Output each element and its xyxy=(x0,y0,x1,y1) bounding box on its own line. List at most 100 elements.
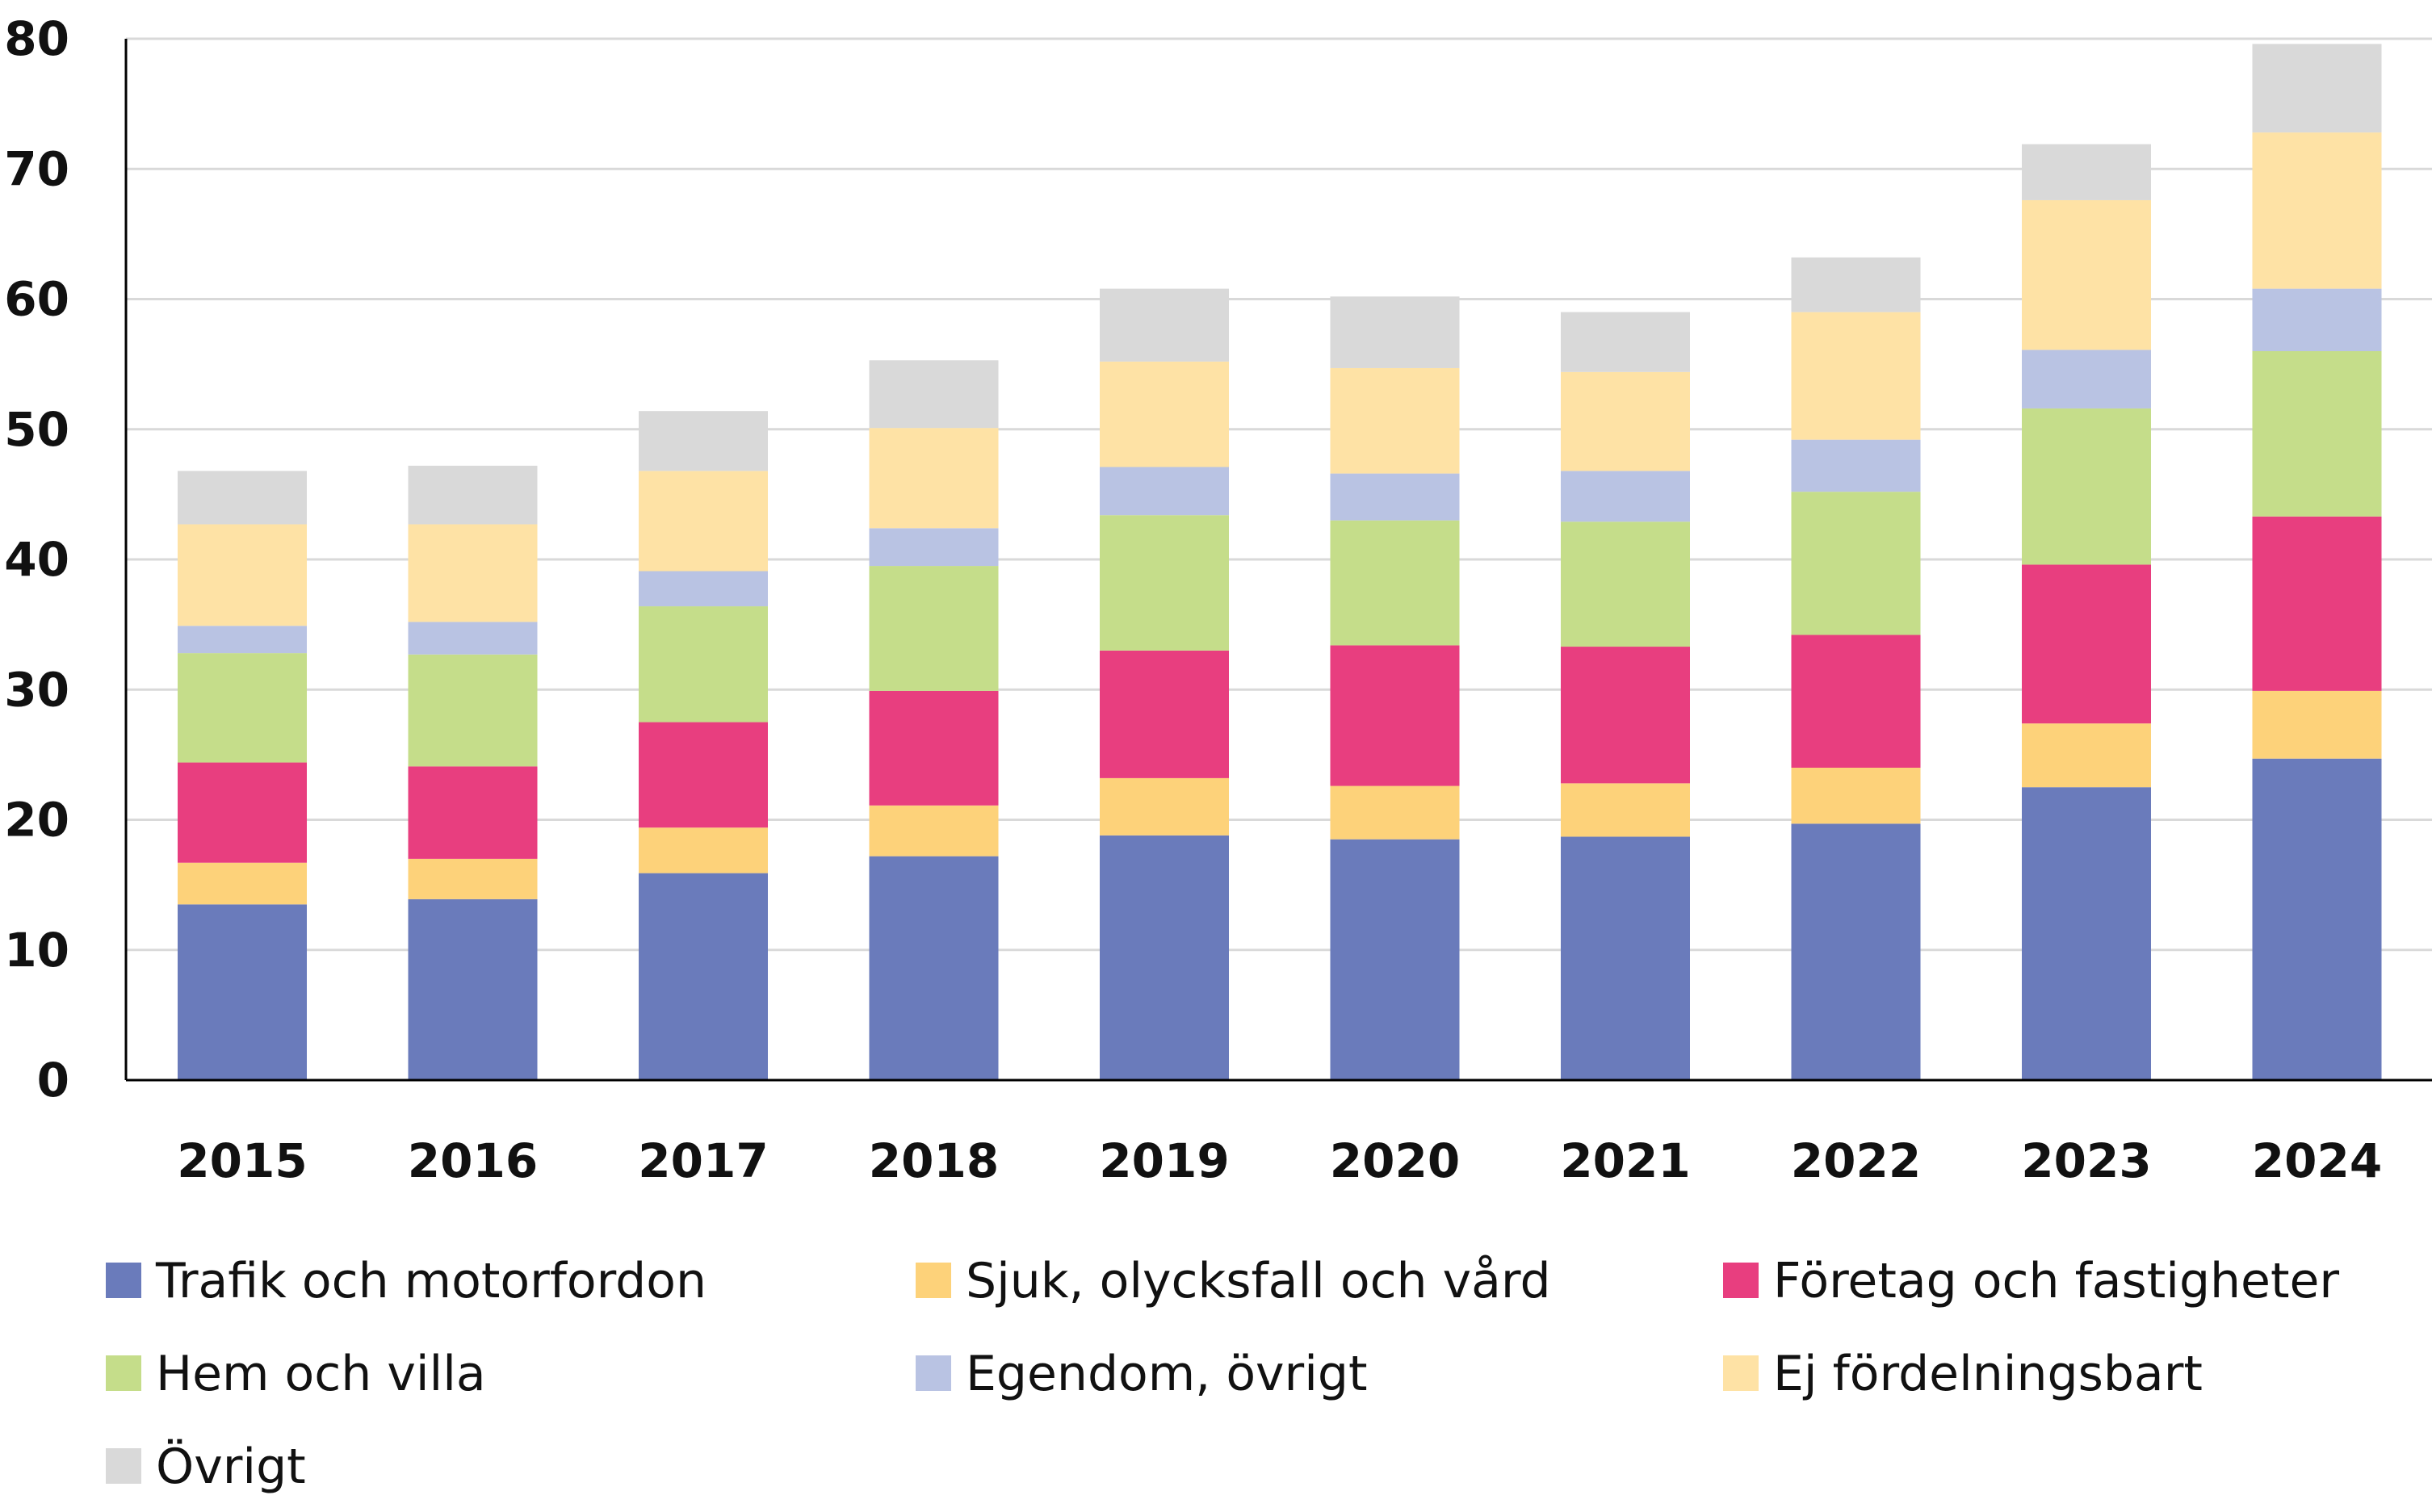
bar-segment xyxy=(178,904,307,1080)
y-tick-label: 50 xyxy=(4,402,69,457)
bar-segment xyxy=(1791,257,1921,312)
legend-swatch xyxy=(916,1355,951,1391)
bar-segment xyxy=(408,858,538,899)
legend-item: Sjuk, olycksfall och vård xyxy=(916,1253,1551,1309)
bar-segment xyxy=(1561,371,1690,471)
legend-item: Övrigt xyxy=(106,1438,306,1495)
bar-segment xyxy=(639,873,768,1080)
bar-segment xyxy=(1330,839,1460,1080)
bar-segment xyxy=(2022,144,2151,200)
bar-segment xyxy=(178,471,307,525)
legend-swatch xyxy=(1723,1263,1759,1298)
bar-segment xyxy=(1100,361,1229,467)
x-tick-label: 2021 xyxy=(1560,1133,1690,1188)
bar-segment xyxy=(2252,288,2382,351)
bar-segment xyxy=(2022,199,2151,350)
bar-segment xyxy=(1100,650,1229,778)
bar-segment xyxy=(1561,783,1690,837)
bar-segment xyxy=(639,411,768,471)
y-tick-label: 60 xyxy=(4,272,69,327)
y-tick-label: 80 xyxy=(4,11,69,66)
bar-segment xyxy=(869,805,999,857)
bar-segment xyxy=(639,827,768,873)
bar-segment xyxy=(408,766,538,859)
legend-swatch xyxy=(106,1263,141,1298)
legend-item: Företag och fastigheter xyxy=(1723,1253,2339,1309)
bar-segment xyxy=(1100,777,1229,836)
x-tick-label: 2016 xyxy=(408,1133,538,1188)
bar-segment xyxy=(1330,645,1460,786)
bar-segment xyxy=(1561,521,1690,647)
bar-segment xyxy=(1561,647,1690,784)
legend-item: Egendom, övrigt xyxy=(916,1346,1368,1402)
axes xyxy=(124,39,2432,1082)
tick-labels: 0 10 20 30 40 50 60 70 80 2015 2016 2017 2018 2019 202… xyxy=(4,11,2382,1188)
bars xyxy=(178,44,2382,1080)
legend-swatch xyxy=(106,1355,141,1391)
bar-segment xyxy=(2022,564,2151,724)
bar-segment xyxy=(869,566,999,691)
bar-segment xyxy=(2252,132,2382,289)
x-tick-label: 2015 xyxy=(177,1133,307,1188)
bar-segment xyxy=(1791,635,1921,768)
legend-label: Övrigt xyxy=(156,1438,306,1495)
legend-label: Egendom, övrigt xyxy=(966,1346,1368,1402)
bar-segment xyxy=(1330,473,1460,521)
bar-segment xyxy=(1330,296,1460,368)
x-tick-label: 2022 xyxy=(1791,1133,1921,1188)
bar-segment xyxy=(178,626,307,654)
bar-segment xyxy=(869,690,999,806)
legend-item: Trafik och motorfordon xyxy=(106,1253,707,1309)
bar-segment xyxy=(1791,768,1921,824)
bar-segment xyxy=(639,606,768,722)
bar-segment xyxy=(2022,787,2151,1080)
bar-segment xyxy=(1791,439,1921,492)
legend: Trafik och motorfordon Sjuk, olycksfall o… xyxy=(106,1253,2339,1495)
y-tick-label: 30 xyxy=(4,662,69,717)
x-tick-label: 2019 xyxy=(1099,1133,1229,1188)
bar-segment xyxy=(1330,785,1460,840)
legend-label: Trafik och motorfordon xyxy=(155,1253,707,1309)
legend-label: Sjuk, olycksfall och vård xyxy=(966,1253,1551,1309)
bar-segment xyxy=(1330,520,1460,646)
legend-item: Hem och villa xyxy=(106,1346,486,1402)
bar-segment xyxy=(408,622,538,655)
bar-segment xyxy=(869,428,999,529)
bar-segment xyxy=(869,360,999,429)
bar-segment xyxy=(2252,758,2382,1080)
bar-segment xyxy=(1561,836,1690,1080)
bar-segment xyxy=(639,471,768,572)
bar-segment xyxy=(2252,44,2382,133)
bar-segment xyxy=(869,856,999,1080)
y-tick-label: 70 xyxy=(4,141,69,196)
y-tick-label: 40 xyxy=(4,532,69,587)
bar-segment xyxy=(1100,467,1229,516)
y-tick-label: 20 xyxy=(4,793,69,848)
bar-segment xyxy=(2252,351,2382,517)
bar-segment xyxy=(2022,350,2151,408)
bar-segment xyxy=(408,898,538,1080)
bar-segment xyxy=(1100,288,1229,362)
bar-segment xyxy=(178,862,307,905)
bar-segment xyxy=(1561,312,1690,372)
bar-segment xyxy=(178,762,307,863)
bar-segment xyxy=(408,465,538,525)
bar-segment xyxy=(1791,492,1921,635)
legend-label: Hem och villa xyxy=(156,1346,486,1402)
legend-label: Ej fördelningsbart xyxy=(1773,1346,2203,1402)
y-tick-label: 10 xyxy=(4,923,69,978)
bar-segment xyxy=(1100,835,1229,1080)
bar-segment xyxy=(2252,690,2382,759)
x-tick-label: 2018 xyxy=(869,1133,999,1188)
x-tick-label: 2020 xyxy=(1330,1133,1460,1188)
bar-segment xyxy=(1330,367,1460,474)
x-tick-label: 2024 xyxy=(2252,1133,2382,1188)
legend-item: Ej fördelningsbart xyxy=(1723,1346,2203,1402)
bar-segment xyxy=(2022,408,2151,565)
legend-swatch xyxy=(106,1448,141,1484)
bar-segment xyxy=(2252,516,2382,691)
bar-segment xyxy=(1791,823,1921,1080)
x-tick-label: 2023 xyxy=(2021,1133,2151,1188)
bar-segment xyxy=(639,722,768,828)
